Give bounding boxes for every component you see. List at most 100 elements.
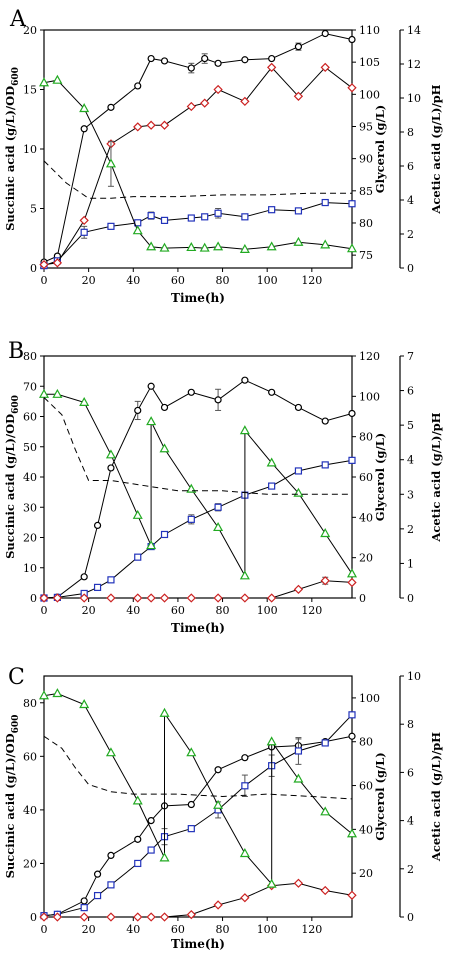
data-point-diamond [146,912,156,922]
right1-y-tick-label: 105 [359,56,380,69]
data-point-diamond [159,912,170,922]
data-point-square [134,859,142,868]
x-tick-label: 0 [41,923,48,936]
data-point-circle [214,766,222,774]
right1-y-tick-label: 20 [359,867,373,880]
x-tick-label: 40 [126,604,140,617]
left-y-tick-label: 0 [30,911,37,924]
data-point-diamond [347,83,357,93]
left-y-tick-label: 5 [30,203,37,216]
data-point-triangle [79,396,90,406]
left-y-tick-label: 0 [30,592,37,605]
data-point-diamond [213,900,223,910]
right1-y-tick-label: 120 [359,350,380,363]
series-line-diamond [43,66,353,266]
data-point-triangle [293,773,304,783]
panel-C: C0 20 40 60 80 100 120Time(h)02040608020406080… [3,665,443,951]
right1-y-tick-label: 80 [359,736,373,749]
data-point-circle [241,754,249,762]
series-line-dashed [43,397,352,495]
series-line-diamond [44,580,353,599]
data-point-diamond [320,885,330,896]
series-line-circle [43,735,353,917]
data-point-square [134,553,142,561]
data-point-triangle [213,521,224,532]
left-y-axis-label: Succinic acid (g/L)/OD600 [3,715,21,879]
left-y-axis-label-main: Succinic acid (g/L)/OD [3,414,17,559]
data-point-circle [201,54,209,63]
data-point-triangle [320,806,331,816]
x-tick-label: 20 [82,604,96,617]
data-point-square [201,213,209,221]
right2-y-tick-label: 0 [407,592,414,605]
right1-y-tick-label: 110 [359,24,380,37]
data-point-circle [214,59,222,67]
data-point-square [294,207,303,215]
x-tick-label: 0 [41,604,48,617]
data-point-circle [187,800,195,809]
data-point-square [321,739,329,747]
data-point-square [187,515,195,523]
data-point-diamond [347,577,357,588]
right2-y-tick-label: 12 [407,58,421,71]
data-point-square [107,576,115,584]
right1-y-tick-label: 90 [359,153,373,166]
data-point-circle [160,403,169,412]
x-tick-label: 100 [257,604,278,617]
data-point-circle [321,29,329,38]
x-axis-label: Time(h) [171,291,225,305]
right2-y-axis-label: Acetic acid (g/L)/pH [429,732,443,862]
x-tick-label: 120 [301,274,322,287]
data-point-circle [348,732,356,740]
left-y-axis-label-main: Succinic acid (g/L)/OD [3,733,17,878]
data-point-circle [107,464,115,472]
data-point-square [348,456,356,464]
x-tick-label: 80 [216,604,230,617]
data-point-triangle [146,540,157,550]
right2-y-tick-label: 4 [407,194,414,207]
data-point-triangle [293,236,304,246]
data-point-square [268,206,276,214]
data-point-circle [321,417,329,425]
left-y-tick-label: 70 [23,380,37,393]
data-point-diamond [200,98,210,108]
data-point-triangle [132,795,143,805]
data-point-triangle [146,416,157,426]
left-y-tick-label: 20 [23,24,37,37]
left-y-axis-label-sub: 600 [11,715,21,734]
right2-y-tick-label: 6 [407,766,414,779]
data-point-circle [187,64,195,72]
right1-y-axis-label: Glycerol (g/L) [373,433,387,522]
data-point-diamond [52,912,63,922]
data-point-triangle [266,878,277,888]
data-point-square [214,503,222,511]
panel-letter: C [8,665,25,690]
series-line-triangle [44,393,353,578]
right2-y-tick-label: 1 [407,557,414,570]
right1-y-tick-label: 80 [359,217,373,230]
x-axis-label: Time(h) [171,937,225,951]
left-y-tick-label: 10 [23,143,37,156]
data-point-square [147,212,155,220]
data-point-triangle [38,77,50,87]
left-y-tick-label: 10 [23,562,37,575]
right2-y-axis-label: Acetic acid (g/L)/pH [429,84,443,214]
data-point-diamond [146,120,156,130]
x-tick-label: 120 [301,923,322,936]
data-point-circle [93,521,102,530]
data-point-diamond [213,84,223,95]
right2-y-tick-label: 2 [407,863,414,876]
data-point-circle [241,376,249,384]
left-y-tick-label: 60 [23,750,37,763]
data-point-diamond [106,912,116,922]
data-point-diamond [320,62,330,73]
x-tick-label: 0 [41,274,48,287]
data-point-triangle [159,443,170,453]
right2-y-tick-label: 14 [407,24,421,37]
plot-frame [43,355,353,599]
data-point-circle [160,57,169,65]
data-point-diamond [79,912,89,922]
data-point-diamond [39,259,49,270]
data-point-diamond [146,593,156,603]
data-point-triangle [105,158,116,168]
